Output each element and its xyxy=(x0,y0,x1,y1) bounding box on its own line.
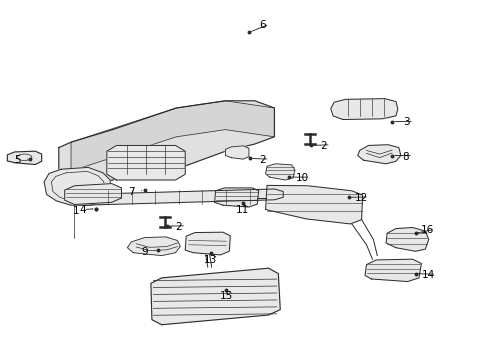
Polygon shape xyxy=(44,167,110,205)
Text: 11: 11 xyxy=(236,204,249,215)
Text: 10: 10 xyxy=(296,173,309,183)
Polygon shape xyxy=(59,101,274,189)
Text: 5: 5 xyxy=(14,155,21,165)
Text: 13: 13 xyxy=(204,255,218,265)
Polygon shape xyxy=(7,151,42,165)
Text: 14: 14 xyxy=(422,270,436,280)
Text: 2: 2 xyxy=(175,222,182,232)
Text: 2: 2 xyxy=(259,155,266,165)
Polygon shape xyxy=(71,101,274,171)
Polygon shape xyxy=(107,145,185,180)
Text: 7: 7 xyxy=(128,186,135,197)
Polygon shape xyxy=(365,259,421,282)
Polygon shape xyxy=(266,185,363,224)
Polygon shape xyxy=(127,237,180,256)
Text: 8: 8 xyxy=(402,152,409,162)
Polygon shape xyxy=(215,188,259,207)
Polygon shape xyxy=(266,164,295,180)
Text: 12: 12 xyxy=(355,193,368,203)
Polygon shape xyxy=(358,145,401,164)
Text: 1: 1 xyxy=(73,206,79,216)
Polygon shape xyxy=(386,228,429,251)
Polygon shape xyxy=(185,232,230,255)
Text: 6: 6 xyxy=(259,20,266,30)
Polygon shape xyxy=(65,184,122,204)
Text: 16: 16 xyxy=(421,225,435,235)
Text: 2: 2 xyxy=(320,141,327,151)
Polygon shape xyxy=(225,146,249,159)
Text: 15: 15 xyxy=(220,291,233,301)
Polygon shape xyxy=(331,99,398,120)
Ellipse shape xyxy=(17,154,32,161)
Text: 4: 4 xyxy=(79,204,86,215)
Polygon shape xyxy=(151,268,280,325)
Text: 9: 9 xyxy=(141,247,148,257)
Text: 3: 3 xyxy=(403,117,410,127)
Polygon shape xyxy=(74,189,283,205)
